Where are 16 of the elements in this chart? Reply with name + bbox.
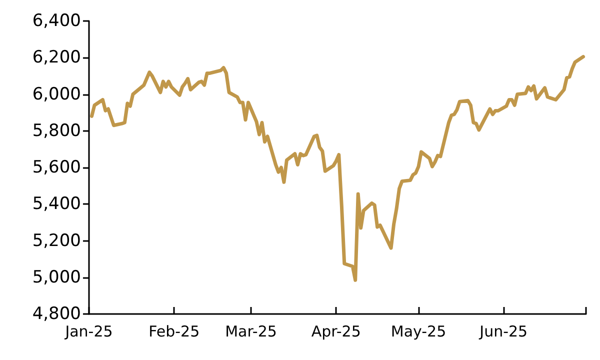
y-tick-label: 6,000 (32, 84, 81, 104)
x-tick-label: Feb-25 (148, 322, 200, 340)
x-tick-label: Mar-25 (225, 322, 277, 340)
y-tick-label: 5,200 (32, 230, 81, 251)
y-tick-label: 5,400 (32, 194, 81, 214)
x-tick-label: Jan-25 (64, 322, 113, 340)
x-tick-label: May-25 (390, 322, 446, 340)
y-tick-label: 4,800 (32, 304, 81, 324)
y-tick-label: 5,000 (32, 267, 81, 288)
y-tick-label: 5,600 (32, 158, 81, 178)
y-tick-label: 6,200 (32, 48, 81, 68)
y-tick-label: 5,800 (32, 120, 81, 141)
x-tick-label: Apr-25 (311, 322, 361, 340)
y-tick-label: 6,400 (32, 11, 81, 31)
x-tick-label: Jun-25 (478, 322, 528, 340)
line-series (90, 54, 586, 282)
